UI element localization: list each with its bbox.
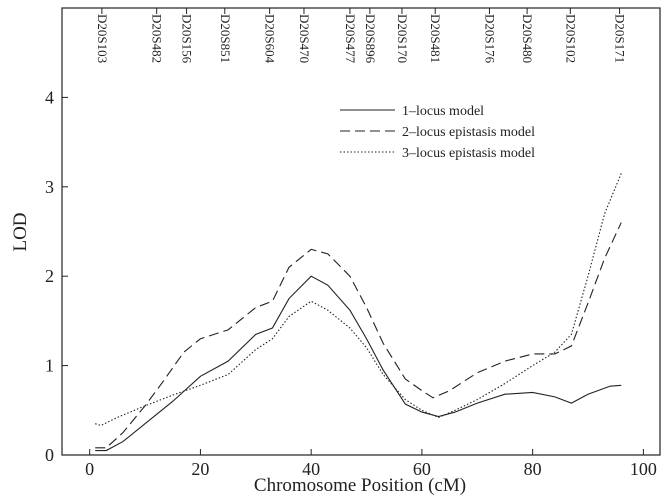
legend-label: 3–locus epistasis model [402,146,535,161]
marker-label: D20S604 [263,14,278,64]
marker-label: D20S103 [95,14,110,63]
y-tick-label: 0 [45,445,54,465]
x-tick-label: 20 [191,459,209,479]
y-tick-label: 4 [45,87,54,107]
legend-label: 2–locus epistasis model [402,125,535,140]
legend-label: 1–locus model [402,104,484,119]
marker-label: D20S156 [180,14,195,64]
x-axis-label: Chromosome Position (cM) [254,475,466,496]
marker-label: D20S176 [482,14,497,64]
series-line [95,275,622,452]
x-tick-label: 0 [85,459,94,479]
marker-label: D20S896 [363,14,378,64]
x-tick-label: 40 [302,459,320,479]
series-line [95,173,622,427]
marker-label: D20S171 [613,14,628,63]
y-tick-label: 2 [45,266,54,286]
marker-label: D20S482 [150,14,165,63]
x-tick-label: 60 [413,459,431,479]
y-tick-label: 1 [45,356,54,376]
marker-label: D20S470 [297,14,312,63]
marker-label: D20S480 [520,14,535,63]
marker-label: D20S102 [563,14,578,63]
marker-label: D20S477 [343,14,358,64]
marker-label: D20S851 [218,14,233,63]
x-tick-label: 100 [630,459,657,479]
plot-frame [61,7,661,456]
x-tick-label: 80 [524,459,542,479]
marker-label: D20S170 [395,14,410,63]
y-tick-label: 3 [45,177,54,197]
y-axis-label: LOD [10,212,31,251]
series-line [95,222,622,449]
marker-label: D20S481 [428,14,443,63]
